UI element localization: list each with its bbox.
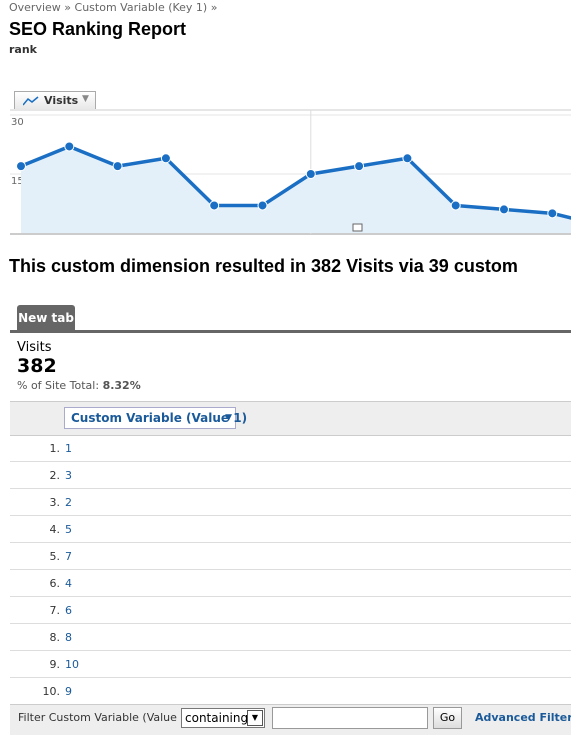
go-button[interactable]: Go <box>433 707 462 729</box>
point <box>402 153 413 164</box>
point <box>160 153 171 164</box>
y-tick-label: 15 <box>11 176 24 187</box>
table-row: 8. 8 <box>10 624 571 651</box>
point <box>450 200 461 211</box>
line-icon <box>23 96 39 106</box>
row-number: 8. <box>49 631 61 644</box>
point <box>257 200 268 211</box>
row-value[interactable]: 9 <box>65 685 72 698</box>
table-row: 10. 9 <box>10 678 571 705</box>
title: SEO Ranking Report <box>9 19 187 39</box>
row-number: 3. <box>49 496 61 509</box>
table-row: 2. 3 <box>10 462 571 489</box>
row-number: 1. <box>49 442 61 455</box>
scorecard-label: Visits <box>17 340 52 355</box>
metric-label: Visits <box>44 94 79 107</box>
row-number: 7. <box>49 604 61 617</box>
table-row: 4. 5 <box>10 516 571 543</box>
subtitle: rank <box>9 43 37 56</box>
metric-selector[interactable]: Visits ▼ <box>14 91 96 109</box>
filter-input[interactable] <box>272 707 428 729</box>
row-value[interactable]: 6 <box>65 604 72 617</box>
row-value[interactable]: 3 <box>65 469 72 482</box>
point <box>209 200 220 211</box>
table-row: 3. 2 <box>10 489 571 516</box>
select-text: containing <box>185 711 249 725</box>
crumb-sep: » <box>210 1 218 14</box>
table-row: 7. 6 <box>10 597 571 624</box>
row-value[interactable]: 2 <box>65 496 72 509</box>
table-row: 6. 4 <box>10 570 571 597</box>
row-number: 10. <box>42 685 61 698</box>
point <box>499 204 509 215</box>
scorecard-value: 382 <box>17 355 57 377</box>
crumb-link[interactable]: Custom Variable (Key 1) <box>74 1 208 14</box>
filter-label: Filter Custom Variable (Value 1): <box>18 711 196 724</box>
table-row: 1. 1 <box>10 435 571 462</box>
point <box>354 161 365 172</box>
point <box>305 169 316 179</box>
column-arrow: ▼ <box>225 413 232 423</box>
row-number: 2. <box>49 469 61 482</box>
point <box>112 161 123 172</box>
row-value[interactable]: 10 <box>65 658 79 671</box>
y-tick-label: 30 <box>11 117 24 128</box>
row-value[interactable]: 7 <box>65 550 72 563</box>
row-value[interactable]: 4 <box>65 577 72 590</box>
filter-select[interactable]: containing ▼ <box>181 708 265 728</box>
row-value[interactable]: 8 <box>65 631 72 644</box>
dropdown-arrow: ▼ <box>82 94 89 104</box>
site-total-value: 8.32% <box>102 379 141 392</box>
tab[interactable]: New tab <box>17 305 75 331</box>
crumb-sep: » <box>64 1 72 14</box>
site-total-label: % of Site Total: <box>17 379 100 392</box>
point <box>64 141 75 152</box>
point <box>16 161 26 172</box>
breadcrumb: Overview » Custom Variable (Key 1) » <box>9 1 217 14</box>
chart: 3015Dec 20 <box>10 109 571 235</box>
site-total: % of Site Total: 8.32% <box>17 379 141 392</box>
area <box>21 146 571 233</box>
tab-line <box>10 330 571 333</box>
row-number: 5. <box>49 550 61 563</box>
select-arrow: ▼ <box>247 710 263 726</box>
crumb-link[interactable]: Overview <box>9 1 61 14</box>
row-value[interactable]: 1 <box>65 442 72 455</box>
table-row: 5. 7 <box>10 543 571 570</box>
annotation-icon <box>352 223 363 232</box>
table-row: 9. 10 <box>10 651 571 678</box>
row-number: 9. <box>49 658 61 671</box>
row-number: 6. <box>49 577 61 590</box>
row-number: 4. <box>49 523 61 536</box>
summary-heading: This custom dimension resulted in 382 Vi… <box>9 256 518 276</box>
point <box>547 208 558 219</box>
column-label: Custom Variable (Value 1) <box>71 411 248 425</box>
column-selector[interactable]: Custom Variable (Value 1) ▼ <box>64 407 247 429</box>
advanced-filter-link[interactable]: Advanced Filter <box>475 711 571 724</box>
row-value[interactable]: 5 <box>65 523 72 536</box>
